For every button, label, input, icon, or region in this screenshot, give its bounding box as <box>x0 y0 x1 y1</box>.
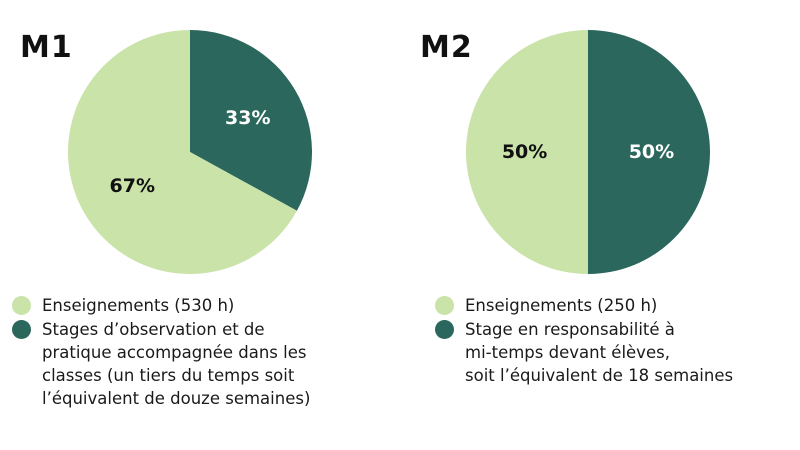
pie-slice <box>466 30 588 274</box>
pie-chart-m1: 33% 67% <box>67 30 312 274</box>
legend-text: Enseignements (530 h) <box>42 296 235 315</box>
legend-text: l’équivalent de douze semaines) <box>42 389 311 408</box>
legend-swatch <box>12 320 31 339</box>
slice-value-label: 67% <box>110 175 155 197</box>
chart-title: M2 <box>420 30 473 65</box>
legend-item: Enseignements (530 h) <box>12 294 310 317</box>
legend-text: pratique accompagnée dans les <box>42 343 307 362</box>
chart-m2: M2 50% 50% Enseignements (250 h) Stage en … <box>400 0 800 450</box>
chart-m1: M1 33% 67% Enseignements (530 h) Stages d’… <box>12 30 312 411</box>
legend-m1: Enseignements (530 h) Stages d’observatio… <box>12 294 310 411</box>
legend-item: Enseignements (250 h) <box>435 294 733 317</box>
legend-swatch <box>435 320 454 339</box>
legend-text: classes (un tiers du temps soit <box>42 366 295 385</box>
slice-value-label: 33% <box>225 107 270 129</box>
legend-text: Enseignements (250 h) <box>465 296 658 315</box>
pie-slice <box>588 30 710 274</box>
legend-m2: Enseignements (250 h) Stage en responsabi… <box>435 294 733 388</box>
slice-value-label: 50% <box>629 141 674 163</box>
pie-slice <box>67 30 297 274</box>
legend-item: Stage en responsabilité à mi-temps devant… <box>435 318 733 387</box>
legend-item: Stages d’observation et de pratique accom… <box>12 318 310 410</box>
legend-text: mi-temps devant élèves, <box>465 343 670 362</box>
legend-text: soit l’équivalent de 18 semaines <box>465 366 734 385</box>
chart-title: M1 <box>20 30 73 65</box>
legend-swatch <box>12 296 31 315</box>
pie-slice <box>190 30 312 211</box>
legend-swatch <box>435 296 454 315</box>
legend-text: Stages d’observation et de <box>42 320 265 339</box>
slice-value-label: 50% <box>502 141 547 163</box>
pie-chart-m2: 50% 50% <box>466 30 710 274</box>
legend-text: Stage en responsabilité à <box>465 320 675 339</box>
